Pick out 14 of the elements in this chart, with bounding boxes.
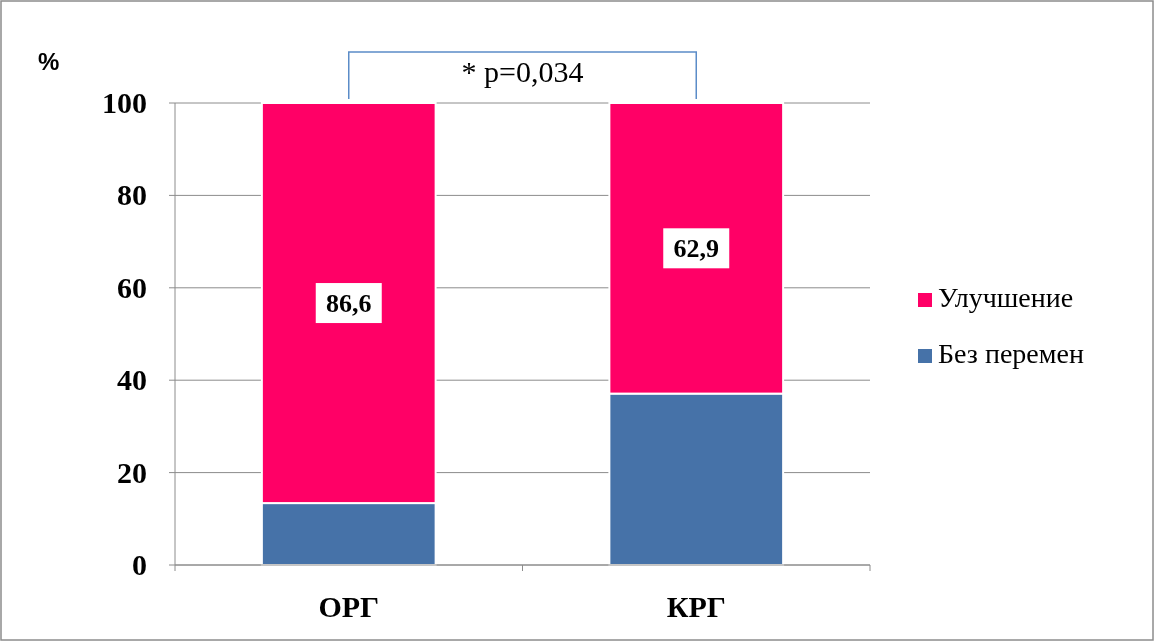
x-tick-label: ОРГ bbox=[318, 590, 380, 623]
y-tick-label: 20 bbox=[117, 455, 147, 489]
y-tick-label: 80 bbox=[117, 178, 147, 212]
text: * p=0,034 bbox=[461, 55, 584, 88]
data-label: 62,9 bbox=[673, 234, 719, 264]
y-tick-label: 60 bbox=[117, 270, 147, 304]
y-tick-label: 100 bbox=[102, 86, 147, 119]
legend-label: Без перемен bbox=[938, 338, 1084, 369]
x-tick-label: КРГ bbox=[666, 590, 726, 623]
legend-label: Улучшение bbox=[938, 282, 1074, 313]
y-tick-label: 0 bbox=[132, 548, 147, 581]
data-label: 86,6 bbox=[326, 289, 372, 319]
y-tick-label: 40 bbox=[117, 363, 147, 397]
y-axis-title: % bbox=[38, 48, 60, 75]
